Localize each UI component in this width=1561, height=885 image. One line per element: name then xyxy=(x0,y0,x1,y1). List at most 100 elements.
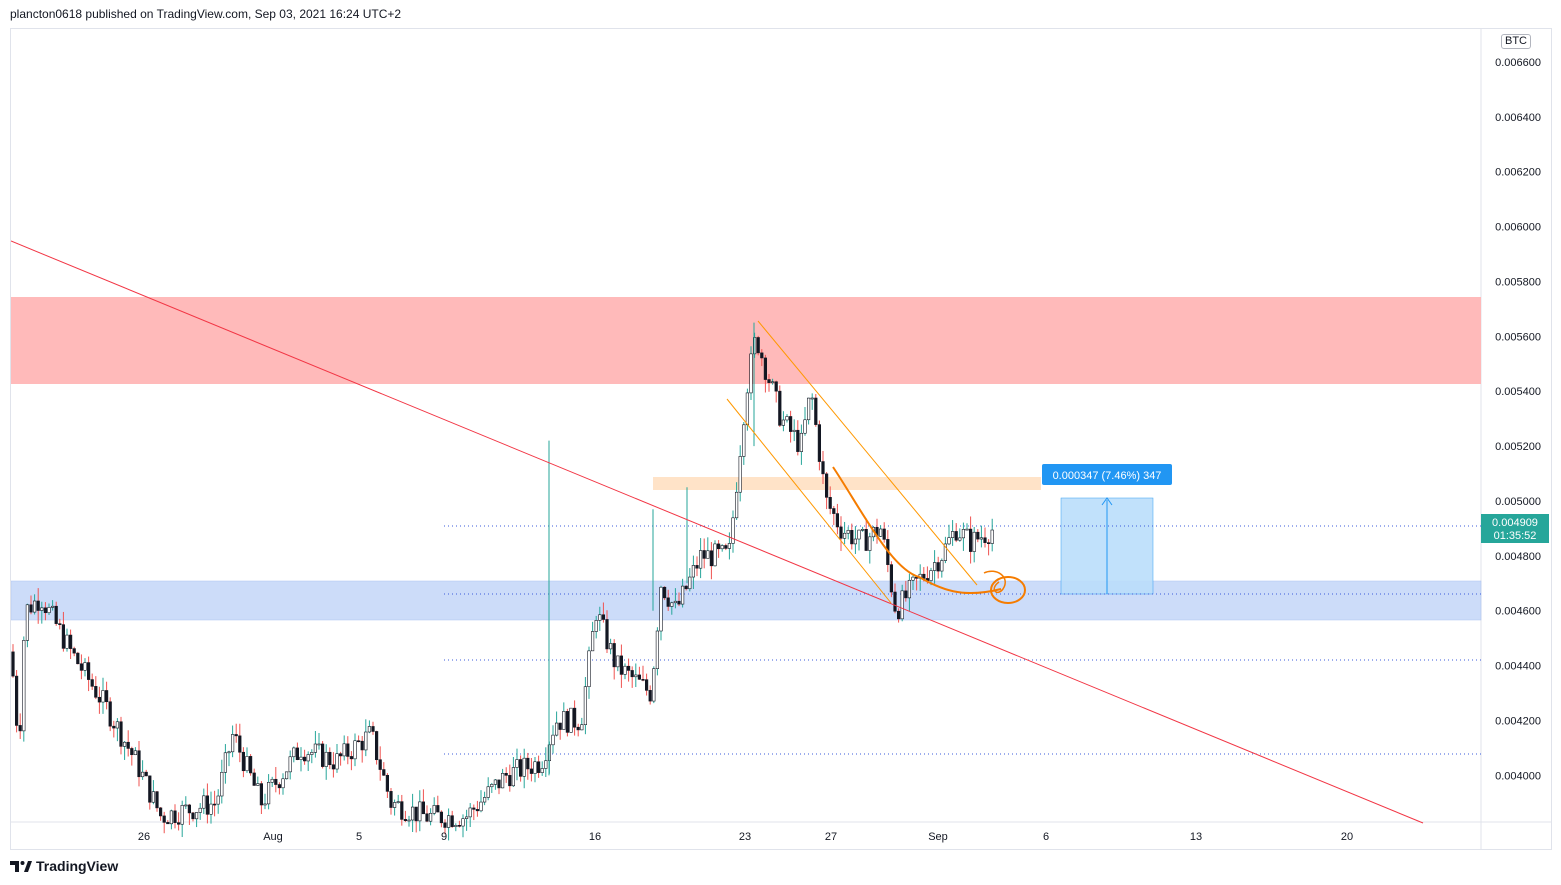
candle-body xyxy=(18,725,22,732)
candle-body xyxy=(950,531,955,538)
candle-body xyxy=(515,759,519,768)
price-tick-label: 0.006400 xyxy=(1495,112,1541,124)
candle-body xyxy=(72,648,76,654)
descending-trendline[interactable] xyxy=(11,240,1424,824)
candle-body xyxy=(223,752,228,773)
price-tick-label: 0.004400 xyxy=(1495,661,1541,673)
candle-body xyxy=(695,565,699,569)
candle-body xyxy=(821,461,825,475)
candle-body xyxy=(835,513,839,528)
tradingview-footer[interactable]: TradingView xyxy=(10,858,118,874)
candle-body xyxy=(392,802,397,808)
candle-body xyxy=(414,806,418,822)
candle-body xyxy=(590,631,595,652)
candle-body xyxy=(22,640,26,732)
candle-body xyxy=(245,756,249,772)
candle-body xyxy=(551,734,555,746)
candle-body xyxy=(83,662,87,671)
candle-body xyxy=(544,760,548,769)
candle-body xyxy=(281,778,285,789)
candle-body xyxy=(929,570,933,581)
candle-body xyxy=(580,724,584,731)
candle-body xyxy=(202,795,206,809)
candle-body xyxy=(709,550,713,567)
candle-body xyxy=(40,607,44,611)
candle-body xyxy=(346,743,350,757)
target-circle[interactable] xyxy=(990,576,1026,604)
time-tick-label: 13 xyxy=(1190,831,1202,843)
price-axis[interactable]: 0.006600 0.006400 0.006200 0.006000 0.005800… xyxy=(1495,57,1541,782)
candle-body xyxy=(105,690,109,703)
candle-body xyxy=(605,619,609,650)
candle-body xyxy=(799,432,803,452)
candle-body xyxy=(508,775,512,787)
candle-body xyxy=(119,721,123,747)
candle-body xyxy=(803,419,807,434)
resistance-zone[interactable] xyxy=(11,297,1481,384)
measure-label: 0.000347 (7.46%) 347 xyxy=(1053,470,1162,482)
candle-body xyxy=(670,602,674,607)
candle-body xyxy=(464,816,469,819)
channel-upper-line[interactable] xyxy=(757,320,978,586)
candle-body xyxy=(529,768,533,774)
candle-body xyxy=(965,528,969,531)
candle-body xyxy=(983,537,987,543)
candle-body xyxy=(123,741,127,747)
currency-badge[interactable]: BTC xyxy=(1501,34,1531,49)
time-tick-label: 9 xyxy=(441,831,447,843)
candle-body xyxy=(680,585,685,605)
publish-header: plancton0618 published on TradingView.co… xyxy=(10,7,402,21)
candle-body xyxy=(896,610,901,620)
candle-body xyxy=(490,784,494,788)
supply-band[interactable] xyxy=(653,477,1041,490)
price-tick-label: 0.004800 xyxy=(1495,551,1541,563)
candle-body xyxy=(731,517,735,544)
channel-lower-line[interactable] xyxy=(726,398,892,604)
candle-body xyxy=(727,543,731,549)
price-tick-label: 0.005800 xyxy=(1495,276,1541,288)
candle-body xyxy=(947,537,951,545)
candle-body xyxy=(774,381,778,392)
candle-body xyxy=(842,532,847,539)
support-zone[interactable] xyxy=(11,580,1482,621)
candle-body xyxy=(630,670,634,678)
candle-body xyxy=(407,819,411,822)
time-tick-label: Sep xyxy=(928,831,948,843)
price-tick-label: 0.005200 xyxy=(1495,441,1541,453)
current-price-box xyxy=(1481,514,1549,543)
candle-body xyxy=(396,801,400,803)
candle-body xyxy=(112,725,116,729)
price-chart[interactable]: 0.000347 (7.46%) 347 0.006600 0.006400 0.0… xyxy=(11,29,1551,849)
candle-body xyxy=(338,753,343,757)
price-tick-label: 0.005600 xyxy=(1495,331,1541,343)
candle-body xyxy=(958,537,962,541)
candle-body xyxy=(306,754,310,762)
candle-body xyxy=(540,768,544,773)
candle-body xyxy=(461,818,465,827)
time-axis[interactable]: 26 Aug 5 9 16 23 27 Sep 6 13 20 xyxy=(138,831,1353,843)
candle-body xyxy=(648,690,652,702)
candle-body xyxy=(58,623,62,625)
candle-body xyxy=(662,586,667,599)
chart-frame[interactable]: 0.000347 (7.46%) 347 0.006600 0.006400 0.0… xyxy=(10,28,1552,850)
candle-body xyxy=(533,761,537,774)
candle-body xyxy=(421,801,426,815)
candle-body xyxy=(713,543,717,567)
candle-body xyxy=(907,579,911,599)
forecast-curve[interactable] xyxy=(832,466,1002,595)
price-tick-label: 0.004000 xyxy=(1495,770,1541,782)
candle-body xyxy=(205,795,210,815)
candle-body xyxy=(634,674,638,678)
candle-body xyxy=(788,416,793,432)
candle-body xyxy=(11,651,15,677)
time-tick-label: 27 xyxy=(825,831,837,843)
price-tick-label: 0.006600 xyxy=(1495,57,1541,69)
candle-body xyxy=(673,600,677,604)
candle-body xyxy=(979,537,983,540)
candle-body xyxy=(641,679,645,681)
candle-body xyxy=(378,759,382,770)
candle-body xyxy=(410,806,415,821)
candle-body xyxy=(738,456,742,493)
candle-body xyxy=(94,686,98,698)
candle-body xyxy=(187,804,192,814)
